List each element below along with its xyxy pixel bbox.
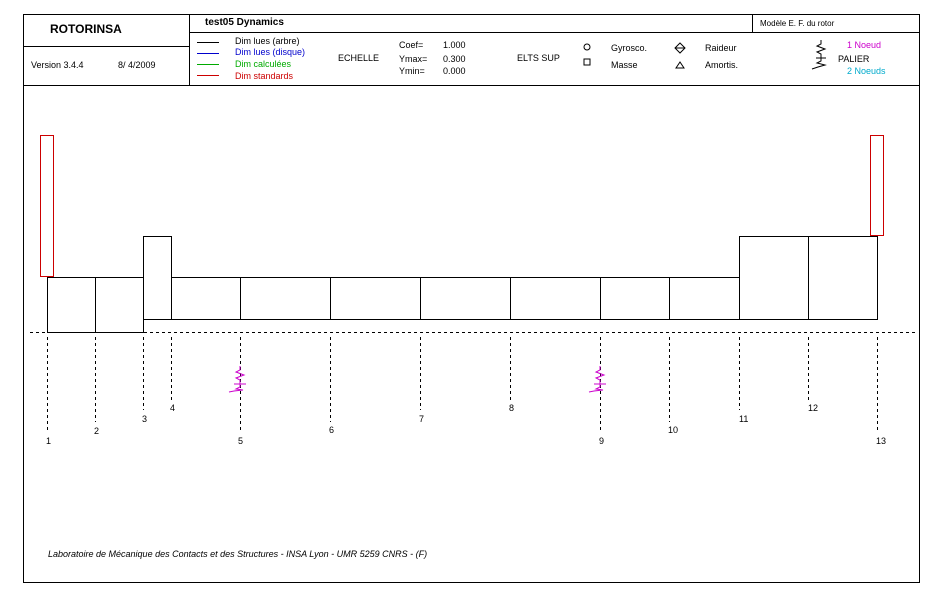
node-leaders — [47, 337, 878, 432]
drawing-frame — [23, 14, 920, 583]
scale-label: ECHELLE — [338, 53, 380, 63]
shaft-element-12 — [808, 236, 878, 320]
node-label-11: 11 — [739, 414, 748, 424]
version-label: Version 3.4.4 — [31, 60, 84, 70]
ymax-label: Ymax= — [399, 54, 428, 64]
shaft-element-6 — [330, 277, 421, 320]
node-label-4: 4 — [170, 403, 175, 413]
palier-label: PALIER — [838, 54, 870, 64]
header-left-rule — [23, 46, 189, 47]
node-label-5: 5 — [238, 436, 243, 446]
amortis-label: Amortis. — [705, 60, 739, 70]
bearing-node-9 — [588, 366, 606, 393]
masse-label: Masse — [611, 60, 638, 70]
legend-label-disk: Dim lues (disque) — [235, 47, 306, 57]
legend-label-shaft: Dim lues (arbre) — [235, 36, 300, 46]
node-label-3: 3 — [142, 414, 147, 424]
shaft-element-2 — [95, 277, 144, 333]
shaft-element-3 — [143, 236, 172, 320]
disk-left — [40, 135, 54, 277]
node-label-7: 7 — [419, 414, 424, 424]
ymax-value: 0.300 — [443, 54, 466, 64]
node-label-13: 13 — [876, 436, 886, 446]
node-label-1: 1 — [46, 436, 51, 446]
mass-icon — [583, 58, 591, 66]
palier-one-node: 1 Noeud — [847, 40, 882, 50]
node-label-8: 8 — [509, 403, 514, 413]
raideur-label: Raideur — [705, 43, 737, 53]
amortis-icon — [675, 61, 685, 69]
app-name: ROTORINSA — [50, 22, 122, 36]
legend-label-std: Dim standards — [235, 71, 294, 81]
shaft-element-10 — [669, 277, 740, 320]
raideur-icon — [674, 42, 686, 54]
shaft-element-11 — [739, 236, 809, 320]
header-left-divider — [189, 14, 190, 86]
legend-line-std — [197, 75, 219, 76]
coef-label: Coef= — [399, 40, 424, 50]
header-title-rule — [189, 32, 920, 33]
gyro-icon — [583, 43, 591, 51]
shaft-element-5 — [240, 277, 331, 320]
palier-two-nodes: 2 Noeuds — [847, 66, 886, 76]
disk-right — [870, 135, 884, 236]
header-bottom-rule — [23, 85, 920, 86]
legend-line-calc — [197, 64, 219, 65]
bearing-node-5 — [228, 366, 246, 393]
shaft-element-1 — [47, 277, 96, 333]
node-label-9: 9 — [599, 436, 604, 446]
legend-line-disk — [197, 53, 219, 54]
legend-label-calc: Dim calculées — [235, 59, 292, 69]
shaft-element-8 — [510, 277, 601, 320]
bearing-icon — [811, 40, 827, 70]
shaft-element-7 — [420, 277, 511, 320]
elts-symbols — [583, 43, 591, 66]
coef-value: 1.000 — [443, 40, 466, 50]
ymin-label: Ymin= — [399, 66, 425, 76]
shaft-element-9 — [600, 277, 670, 320]
page-title: test05 Dynamics — [205, 17, 284, 28]
gyro-label: Gyrosco. — [611, 43, 648, 53]
header-right-divider — [752, 14, 753, 32]
date-label: 8/ 4/2009 — [118, 60, 156, 70]
footer-credit: Laboratoire de Mécanique des Contacts et… — [48, 549, 428, 559]
shaft-element-4 — [171, 277, 241, 320]
shaft-elements — [47, 236, 878, 333]
elts-label: ELTS SUP — [517, 53, 560, 63]
model-label: Modèle E. F. du rotor — [760, 19, 835, 28]
legend-line-shaft — [197, 42, 219, 43]
node-label-10: 10 — [668, 425, 678, 435]
elts-symbols-right — [674, 42, 686, 69]
node-label-12: 12 — [808, 403, 818, 413]
node-label-6: 6 — [329, 425, 334, 435]
ymin-value: 0.000 — [443, 66, 466, 76]
node-label-2: 2 — [94, 426, 99, 436]
